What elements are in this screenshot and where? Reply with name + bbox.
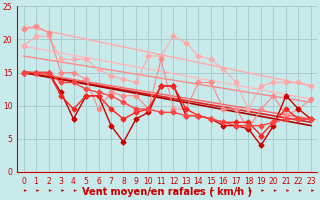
X-axis label: Vent moyen/en rafales ( km/h ): Vent moyen/en rafales ( km/h ) xyxy=(82,187,252,197)
